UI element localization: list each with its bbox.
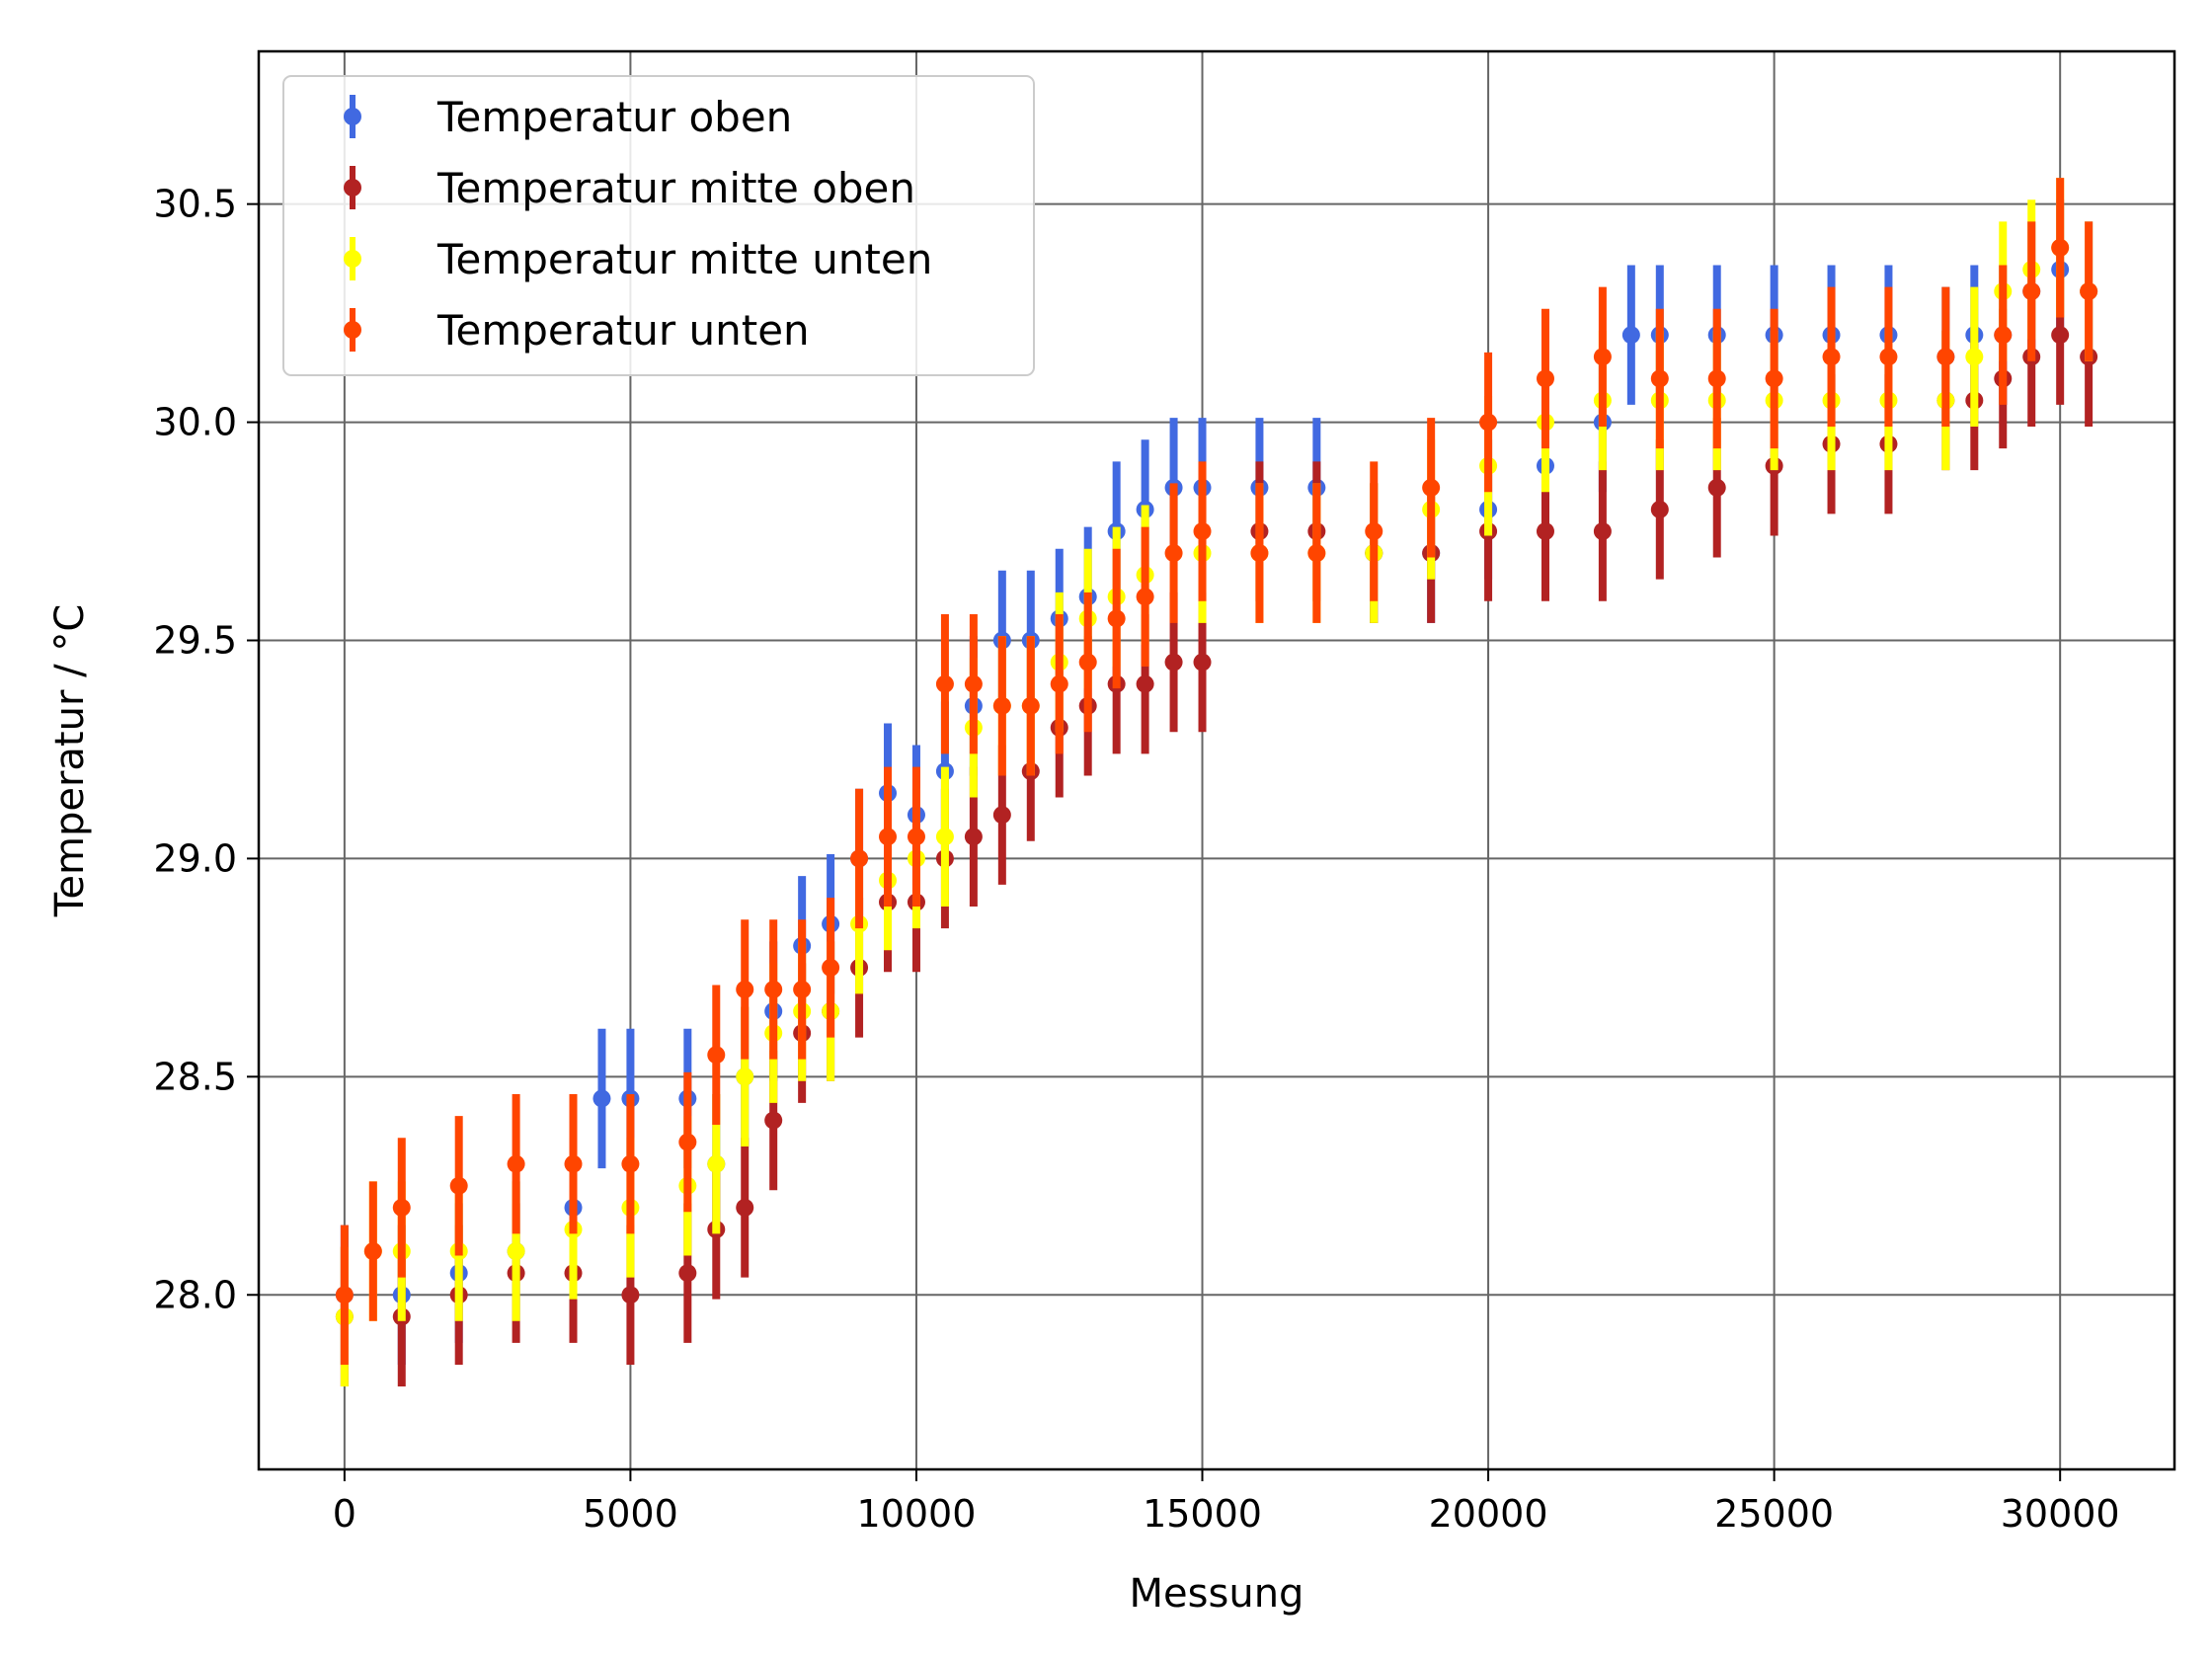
data-point	[764, 1111, 783, 1130]
data-point	[1765, 369, 1783, 388]
data-point	[879, 828, 898, 846]
data-point	[1822, 348, 1841, 366]
legend-marker-point	[344, 179, 361, 197]
data-point	[1050, 674, 1068, 693]
data-point	[992, 806, 1011, 825]
data-point	[1650, 369, 1669, 388]
data-point	[935, 674, 954, 693]
data-point	[621, 1154, 640, 1173]
data-point	[678, 1133, 697, 1151]
x-tick-label: 20000	[1429, 1492, 1548, 1536]
data-point	[2051, 238, 2070, 257]
data-point	[736, 1067, 754, 1086]
data-point	[678, 1264, 697, 1283]
data-point	[621, 1286, 640, 1304]
x-tick-label: 30000	[2001, 1492, 2120, 1536]
data-point	[1593, 522, 1612, 541]
x-tick-label: 25000	[1714, 1492, 1834, 1536]
data-point	[1307, 544, 1326, 563]
x-tick-label: 10000	[857, 1492, 977, 1536]
data-point	[764, 980, 783, 998]
data-point	[822, 958, 840, 977]
legend-entry: Temperatur unten	[344, 306, 810, 355]
y-tick-label: 30.0	[153, 401, 237, 444]
data-point	[850, 849, 869, 868]
data-point	[1422, 478, 1441, 497]
y-tick-label: 29.0	[153, 836, 237, 880]
data-point	[2051, 326, 2070, 345]
series-layer	[335, 178, 2098, 1387]
plot-frame	[257, 49, 2176, 1471]
y-tick-label: 30.5	[153, 183, 237, 226]
data-point	[964, 828, 983, 846]
data-point	[2080, 282, 2098, 301]
data-point	[2022, 282, 2041, 301]
data-point	[449, 1176, 468, 1195]
legend-marker-point	[344, 250, 361, 268]
data-point	[736, 1198, 754, 1217]
x-tick-label: 5000	[583, 1492, 678, 1536]
data-point	[1707, 478, 1726, 497]
y-axis-label: Temperatur / °C	[47, 604, 93, 917]
legend-label: Temperatur oben	[436, 93, 792, 141]
data-point	[1479, 413, 1498, 432]
legend-entry: Temperatur mitte unten	[344, 235, 932, 283]
x-ticks: 0 5000 10000 15000 20000 25000 30000	[333, 1469, 2120, 1536]
data-point	[1707, 369, 1726, 388]
data-point	[1164, 544, 1183, 563]
legend-label: Temperatur unten	[436, 306, 810, 355]
legend-marker-point	[344, 108, 361, 125]
data-point	[992, 696, 1011, 715]
data-point	[1136, 588, 1154, 606]
data-point	[507, 1154, 525, 1173]
data-point	[707, 1154, 726, 1173]
legend-entry: Temperatur mitte oben	[344, 164, 915, 212]
x-tick-label: 15000	[1143, 1492, 1262, 1536]
data-point	[592, 1089, 611, 1108]
data-point	[363, 1242, 382, 1261]
data-point	[1365, 522, 1383, 541]
data-point	[1650, 500, 1669, 518]
y-tick-label: 28.5	[153, 1055, 237, 1098]
data-point	[793, 980, 812, 998]
x-tick-label: 0	[333, 1492, 356, 1536]
data-point	[1136, 674, 1154, 693]
data-point	[1164, 653, 1183, 672]
legend-marker-point	[344, 321, 361, 339]
legend-label: Temperatur mitte oben	[436, 164, 915, 212]
data-point	[1193, 653, 1212, 672]
data-point	[1936, 348, 1955, 366]
data-point	[1536, 522, 1554, 541]
legend-entry: Temperatur oben	[344, 93, 792, 141]
data-point	[1965, 348, 1984, 366]
data-point	[1107, 609, 1126, 628]
y-tick-label: 29.5	[153, 618, 237, 662]
data-point	[564, 1154, 583, 1173]
data-point	[1621, 326, 1640, 345]
data-point	[935, 828, 954, 846]
y-ticks: 28.0 28.5 29.0 29.5 30.0 30.5	[153, 183, 259, 1316]
data-point	[1021, 696, 1040, 715]
data-point	[1994, 326, 2013, 345]
data-point	[1250, 544, 1269, 563]
x-axis-label: Messung	[1130, 1571, 1304, 1617]
data-point	[335, 1286, 354, 1304]
data-point	[736, 980, 754, 998]
data-point	[1536, 369, 1554, 388]
data-point	[907, 828, 925, 846]
data-point	[1078, 653, 1097, 672]
legend-box	[282, 75, 1035, 376]
series-4	[335, 178, 2098, 1365]
legend-label: Temperatur mitte unten	[436, 235, 932, 283]
data-point	[964, 674, 983, 693]
legend: Temperatur oben Temperatur mitte oben Temp…	[282, 75, 1035, 376]
y-tick-label: 28.0	[153, 1273, 237, 1316]
data-point	[1879, 348, 1898, 366]
data-point	[707, 1046, 726, 1065]
data-point	[1593, 348, 1612, 366]
data-point	[1193, 522, 1212, 541]
data-point	[507, 1242, 525, 1261]
data-point	[392, 1198, 411, 1217]
